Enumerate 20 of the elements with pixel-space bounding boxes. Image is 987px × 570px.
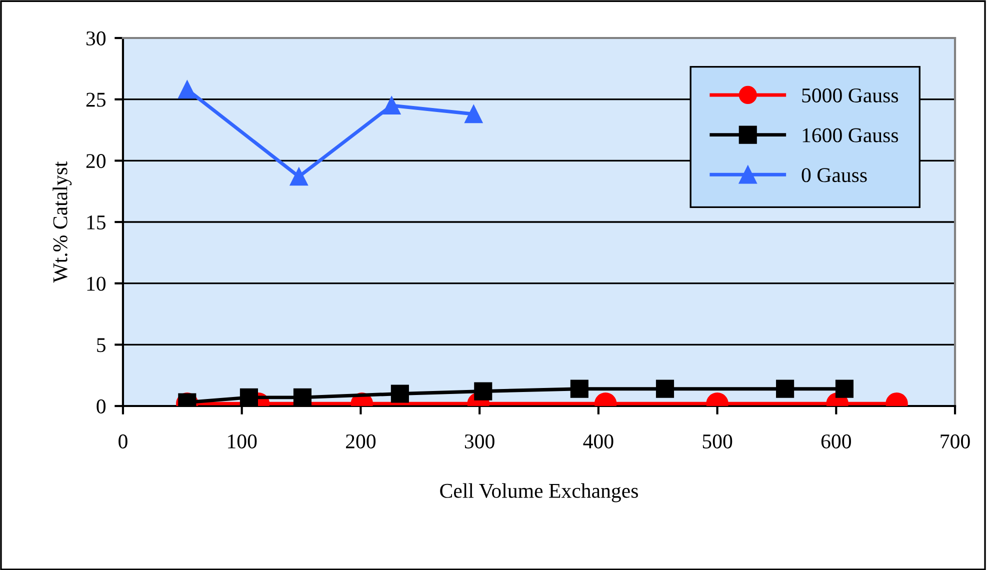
legend-label: 5000 Gauss [802,88,898,102]
x-tick-label: 100 [228,434,257,448]
y-axis-title: Wt.% Catalyst [52,161,72,283]
y-tick-label: 20 [86,154,106,168]
y-tick-label: 25 [86,92,106,107]
y-tick-label: 15 [87,215,106,230]
x-tick-label: 0 [118,434,128,448]
x-axis-title: Cell Volume Exchanges [440,483,638,502]
y-tick-label: 5 [97,338,106,352]
legend-label: 1600 Gauss [802,128,898,142]
x-tick-label: 600 [821,434,851,448]
x-tick-label: 500 [702,434,732,448]
x-tick-label: 700 [940,434,970,448]
y-tick-label: 0 [96,399,106,414]
x-tick-label: 200 [346,434,376,448]
x-tick-label: 400 [583,434,614,448]
y-tick-label: 10 [87,276,106,291]
legend-label: 0 Gauss [802,168,867,182]
x-tick-label: 300 [464,434,494,448]
y-tick-label: 30 [86,31,106,46]
